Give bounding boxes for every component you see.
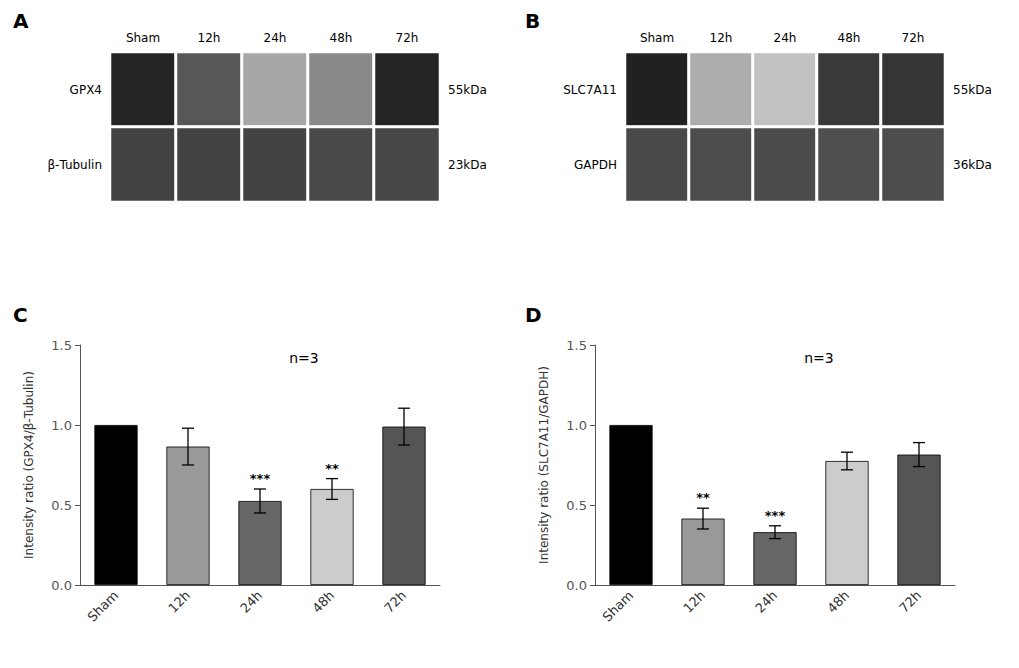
svg-text:55kDa: 55kDa	[448, 83, 487, 97]
svg-text:Sham: Sham	[599, 588, 636, 625]
svg-text:12h: 12h	[198, 31, 221, 45]
svg-text:36kDa: 36kDa	[953, 158, 992, 172]
svg-text:24h: 24h	[264, 31, 287, 45]
svg-text:48h: 48h	[838, 31, 861, 45]
svg-text:GPX4: GPX4	[70, 83, 102, 97]
svg-text:A: A	[13, 9, 29, 33]
svg-text:72h: 72h	[396, 31, 419, 45]
svg-text:Intensity ratio (SLC7A11/GAPDH: Intensity ratio (SLC7A11/GAPDH)	[537, 366, 551, 564]
svg-text:0.0: 0.0	[566, 578, 587, 593]
svg-text:Sham: Sham	[84, 588, 121, 625]
svg-text:***: ***	[250, 471, 271, 486]
svg-text:1.0: 1.0	[566, 418, 587, 433]
svg-text:n=3: n=3	[804, 350, 834, 366]
svg-text:0.5: 0.5	[51, 498, 72, 513]
svg-text:**: **	[325, 461, 339, 476]
svg-text:1.5: 1.5	[51, 338, 72, 353]
svg-text:β-Tubulin: β-Tubulin	[47, 158, 102, 172]
svg-text:72h: 72h	[381, 588, 409, 616]
svg-text:55kDa: 55kDa	[953, 83, 992, 97]
svg-text:D: D	[525, 303, 542, 327]
svg-text:**: **	[696, 490, 710, 505]
svg-text:72h: 72h	[902, 31, 925, 45]
svg-text:Sham: Sham	[640, 31, 674, 45]
svg-text:24h: 24h	[774, 31, 797, 45]
svg-text:Intensity ratio (GPX4/β-Tubuli: Intensity ratio (GPX4/β-Tubulin)	[22, 371, 36, 559]
svg-text:24h: 24h	[752, 588, 780, 616]
svg-text:12h: 12h	[680, 588, 708, 616]
svg-text:C: C	[13, 303, 28, 327]
svg-text:SLC7A11: SLC7A11	[563, 83, 617, 97]
svg-text:72h: 72h	[896, 588, 924, 616]
svg-text:***: ***	[765, 508, 786, 523]
svg-text:1.5: 1.5	[566, 338, 587, 353]
svg-text:0.5: 0.5	[566, 498, 587, 513]
svg-text:48h: 48h	[824, 588, 852, 616]
svg-text:12h: 12h	[165, 588, 193, 616]
svg-text:GAPDH: GAPDH	[574, 158, 617, 172]
svg-text:Sham: Sham	[126, 31, 160, 45]
svg-text:48h: 48h	[309, 588, 337, 616]
svg-text:1.0: 1.0	[51, 418, 72, 433]
svg-text:23kDa: 23kDa	[448, 158, 487, 172]
svg-text:B: B	[525, 9, 540, 33]
svg-text:12h: 12h	[710, 31, 733, 45]
svg-text:48h: 48h	[330, 31, 353, 45]
svg-text:24h: 24h	[237, 588, 265, 616]
svg-text:0.0: 0.0	[51, 578, 72, 593]
svg-text:n=3: n=3	[289, 350, 319, 366]
